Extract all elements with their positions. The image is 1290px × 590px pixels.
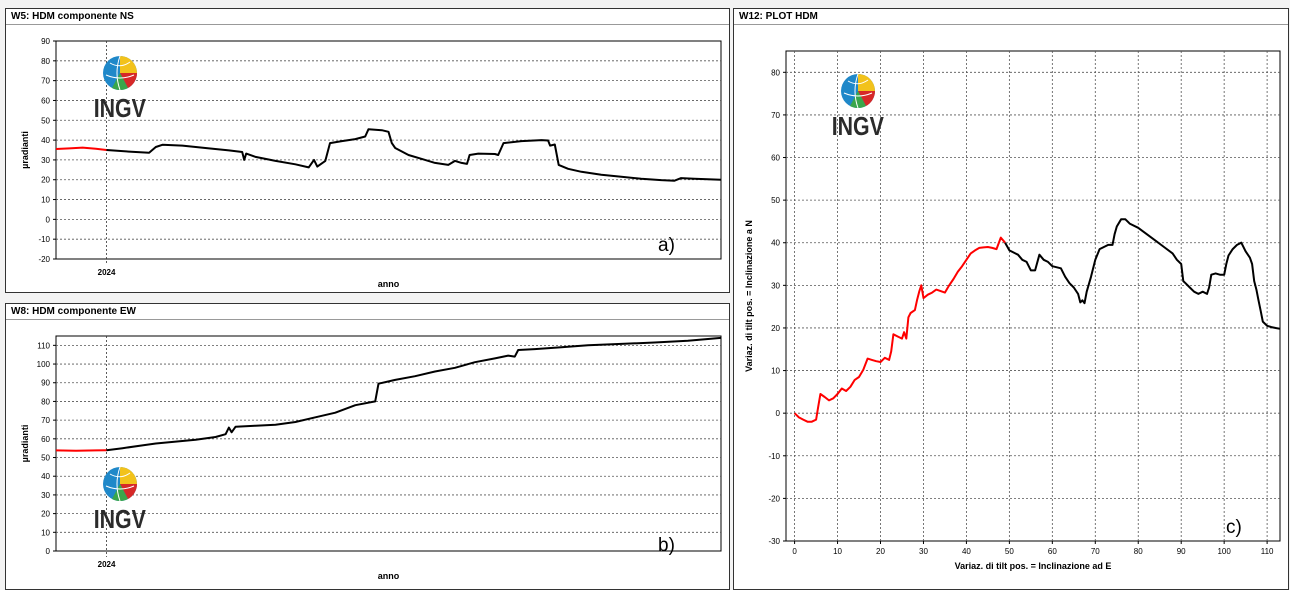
series-line-recent bbox=[55, 146, 107, 151]
y-tick-label: -30 bbox=[768, 537, 780, 546]
x-tick-label: 2024 bbox=[98, 560, 116, 569]
y-axis-label: Variaz. di tilt pos. = Inclinazione a N bbox=[744, 220, 754, 372]
y-tick-label: 40 bbox=[41, 136, 50, 145]
plot-area bbox=[55, 40, 722, 260]
panel-title: W12: PLOT HDM bbox=[734, 9, 1288, 25]
y-tick-label: 50 bbox=[41, 454, 50, 463]
y-axis-label: µradianti bbox=[20, 425, 30, 463]
logo-text: INGV bbox=[93, 93, 146, 123]
chart-ew: 0 10 20 30 40 50 60 70 80 90 100 110 2024 anno µradian… bbox=[20, 335, 722, 581]
x-tick-label: 50 bbox=[1005, 547, 1014, 556]
y-tick-label: 110 bbox=[37, 341, 50, 350]
plot-area bbox=[785, 50, 1281, 542]
x-axis-label: anno bbox=[378, 571, 400, 581]
panel-title: W8: HDM componente EW bbox=[6, 304, 729, 320]
y-tick-label: 90 bbox=[41, 379, 50, 388]
chart-ns: -20 -10 0 10 20 30 40 50 60 70 80 90 2024 anno µradian… bbox=[20, 37, 722, 289]
y-tick-label: 20 bbox=[41, 176, 50, 185]
y-tick-label: 20 bbox=[771, 324, 780, 333]
x-tick-label: 90 bbox=[1177, 547, 1186, 556]
ingv-globe-icon bbox=[102, 466, 137, 502]
x-tick-label: 40 bbox=[962, 547, 971, 556]
chart-plot: -30 -20 -10 0 10 20 30 40 50 60 70 80 0 10 20 30 40 50 60 7… bbox=[744, 50, 1281, 571]
panel-ew: W8: HDM componente EW 0 10 20 30 40 50 60 70 80 9… bbox=[5, 303, 730, 590]
series-line-recent bbox=[793, 236, 1006, 423]
y-tick-label: 30 bbox=[771, 281, 780, 290]
y-axis-label: µradianti bbox=[20, 131, 30, 169]
series-line-recent bbox=[55, 449, 107, 452]
panel-ns: W5: HDM componente NS -20 -10 0 10 20 30 40 50 6… bbox=[5, 8, 730, 293]
y-tick-label: 0 bbox=[776, 409, 781, 418]
plot-area bbox=[55, 335, 722, 552]
x-tick-label: 60 bbox=[1048, 547, 1057, 556]
ingv-logo: INGV bbox=[88, 464, 152, 532]
y-tick-label: 10 bbox=[41, 528, 50, 537]
y-tick-label: 0 bbox=[46, 547, 51, 556]
panel-title: W5: HDM componente NS bbox=[6, 9, 729, 25]
ingv-logo: INGV bbox=[826, 71, 890, 139]
x-tick-label: 20 bbox=[876, 547, 885, 556]
x-tick-label: 0 bbox=[792, 547, 797, 556]
x-axis-label: Variaz. di tilt pos. = Inclinazione ad E bbox=[955, 561, 1112, 571]
y-tick-label: 10 bbox=[771, 367, 780, 376]
y-tick-label: -20 bbox=[768, 494, 780, 503]
x-tick-label: 100 bbox=[1217, 547, 1231, 556]
series-line bbox=[1004, 218, 1281, 330]
y-tick-label: 90 bbox=[41, 37, 50, 46]
y-tick-label: 60 bbox=[771, 154, 780, 163]
ingv-logo: INGV bbox=[88, 53, 152, 121]
y-tick-label: 10 bbox=[41, 196, 50, 205]
y-tick-label: 80 bbox=[41, 57, 50, 66]
x-tick-label: 70 bbox=[1091, 547, 1100, 556]
y-tick-label: 80 bbox=[771, 68, 780, 77]
ingv-globe-icon bbox=[840, 73, 875, 109]
x-tick-label: 2024 bbox=[98, 268, 116, 277]
y-tick-label: 70 bbox=[41, 416, 50, 425]
y-tick-label: 20 bbox=[41, 510, 50, 519]
y-tick-label: -20 bbox=[38, 255, 50, 264]
x-tick-label: 80 bbox=[1134, 547, 1143, 556]
series-line bbox=[106, 336, 722, 452]
x-tick-label: 30 bbox=[919, 547, 928, 556]
logo-text: INGV bbox=[93, 504, 146, 534]
y-tick-label: 30 bbox=[41, 156, 50, 165]
y-tick-label: 40 bbox=[771, 239, 780, 248]
y-tick-label: 80 bbox=[41, 397, 50, 406]
ingv-globe-icon bbox=[102, 55, 137, 91]
x-tick-label: 110 bbox=[1261, 547, 1274, 556]
y-tick-label: 30 bbox=[41, 491, 50, 500]
x-axis-label: anno bbox=[378, 279, 400, 289]
y-tick-label: 50 bbox=[41, 116, 50, 125]
x-tick-label: 10 bbox=[833, 547, 842, 556]
y-tick-label: 40 bbox=[41, 472, 50, 481]
panel-annotation: b) bbox=[658, 535, 675, 556]
panel-plot: W12: PLOT HDM -30 -20 -10 0 10 20 30 40 50 60 70 80… bbox=[733, 8, 1289, 590]
y-tick-label: 70 bbox=[771, 111, 780, 120]
series-line bbox=[106, 128, 722, 182]
panel-annotation: a) bbox=[658, 235, 675, 256]
y-tick-label: 60 bbox=[41, 435, 50, 444]
y-tick-label: 100 bbox=[37, 360, 51, 369]
logo-text: INGV bbox=[831, 111, 884, 141]
y-tick-label: 70 bbox=[41, 77, 50, 86]
y-tick-label: -10 bbox=[768, 452, 780, 461]
y-tick-label: 60 bbox=[41, 96, 50, 105]
y-tick-label: 0 bbox=[46, 215, 51, 224]
y-tick-label: 50 bbox=[771, 196, 780, 205]
panel-annotation: c) bbox=[1226, 517, 1242, 538]
y-tick-label: -10 bbox=[38, 235, 50, 244]
